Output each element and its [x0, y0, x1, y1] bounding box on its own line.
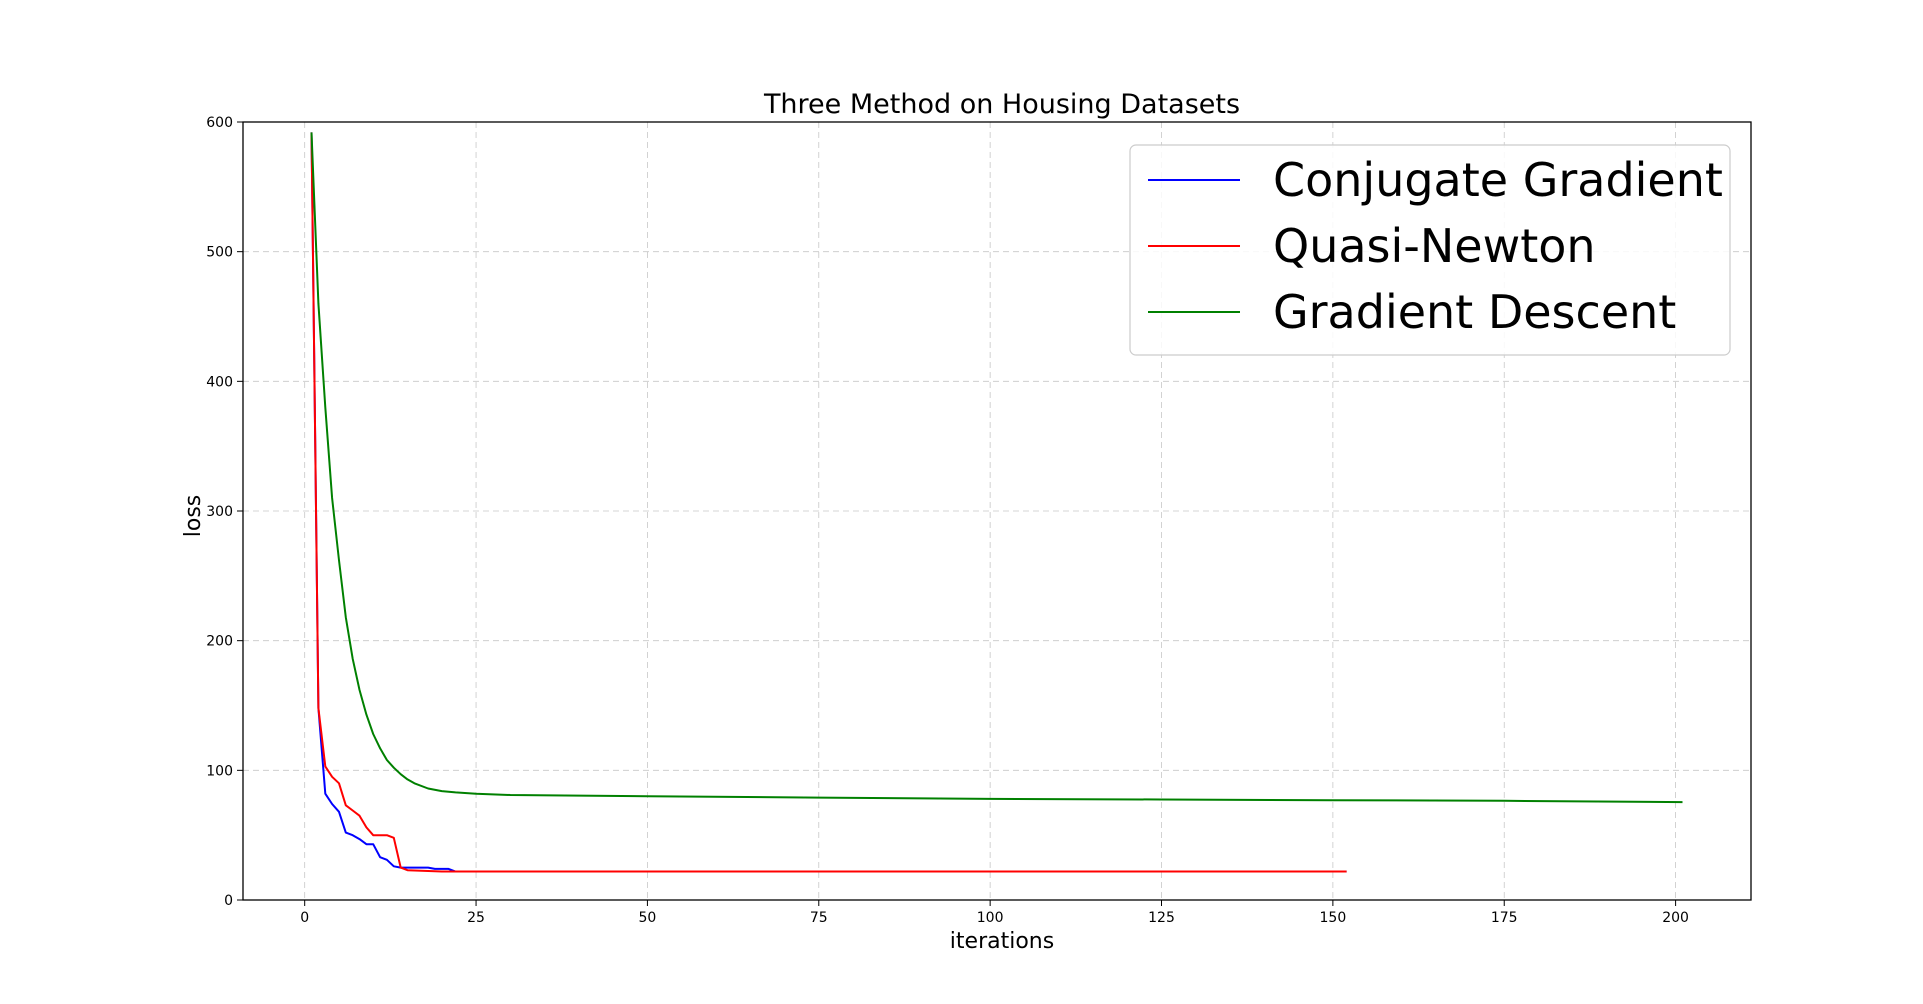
- x-tick-label: 50: [639, 910, 657, 926]
- y-tick-label: 300: [206, 504, 233, 520]
- x-tick-label: 175: [1491, 910, 1518, 926]
- y-tick-label: 500: [206, 245, 233, 261]
- x-tick-label: 25: [467, 910, 485, 926]
- y-tick-label: 600: [206, 115, 233, 131]
- y-tick-label: 0: [224, 893, 233, 909]
- legend-label: Quasi-Newton: [1273, 219, 1596, 273]
- y-tick-label: 100: [206, 763, 233, 779]
- y-tick-label: 400: [206, 374, 233, 390]
- x-tick-label: 150: [1320, 910, 1347, 926]
- x-tick-label: 100: [977, 910, 1004, 926]
- y-axis-label: loss: [181, 495, 206, 538]
- x-tick-label: 200: [1662, 910, 1689, 926]
- legend-box: [1129, 144, 1731, 356]
- axis-ticks: 0 25 50 75 100 125 150 175 200 0 100 200 300 400 500 60…: [206, 115, 1689, 926]
- x-axis-label: iterations: [950, 929, 1054, 954]
- legend-label: Gradient Descent: [1273, 285, 1676, 339]
- chart-title: Three Method on Housing Datasets: [763, 89, 1240, 120]
- x-tick-label: 125: [1148, 910, 1175, 926]
- y-tick-label: 200: [206, 634, 233, 650]
- series-line-1: [310, 132, 1347, 873]
- legend-label: Conjugate Gradient: [1273, 153, 1723, 207]
- plot-series: [310, 132, 1683, 873]
- series-line-2: [310, 132, 1683, 804]
- x-tick-label: 75: [810, 910, 828, 926]
- series-line-0: [310, 132, 1347, 873]
- x-tick-label: 0: [300, 910, 309, 926]
- legend: Conjugate Gradient Quasi-Newton Gradient D…: [1129, 144, 1731, 356]
